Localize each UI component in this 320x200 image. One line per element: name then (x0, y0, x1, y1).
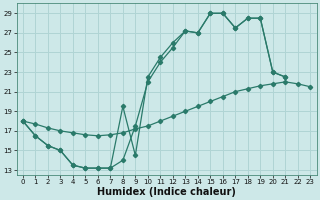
X-axis label: Humidex (Indice chaleur): Humidex (Indice chaleur) (97, 187, 236, 197)
